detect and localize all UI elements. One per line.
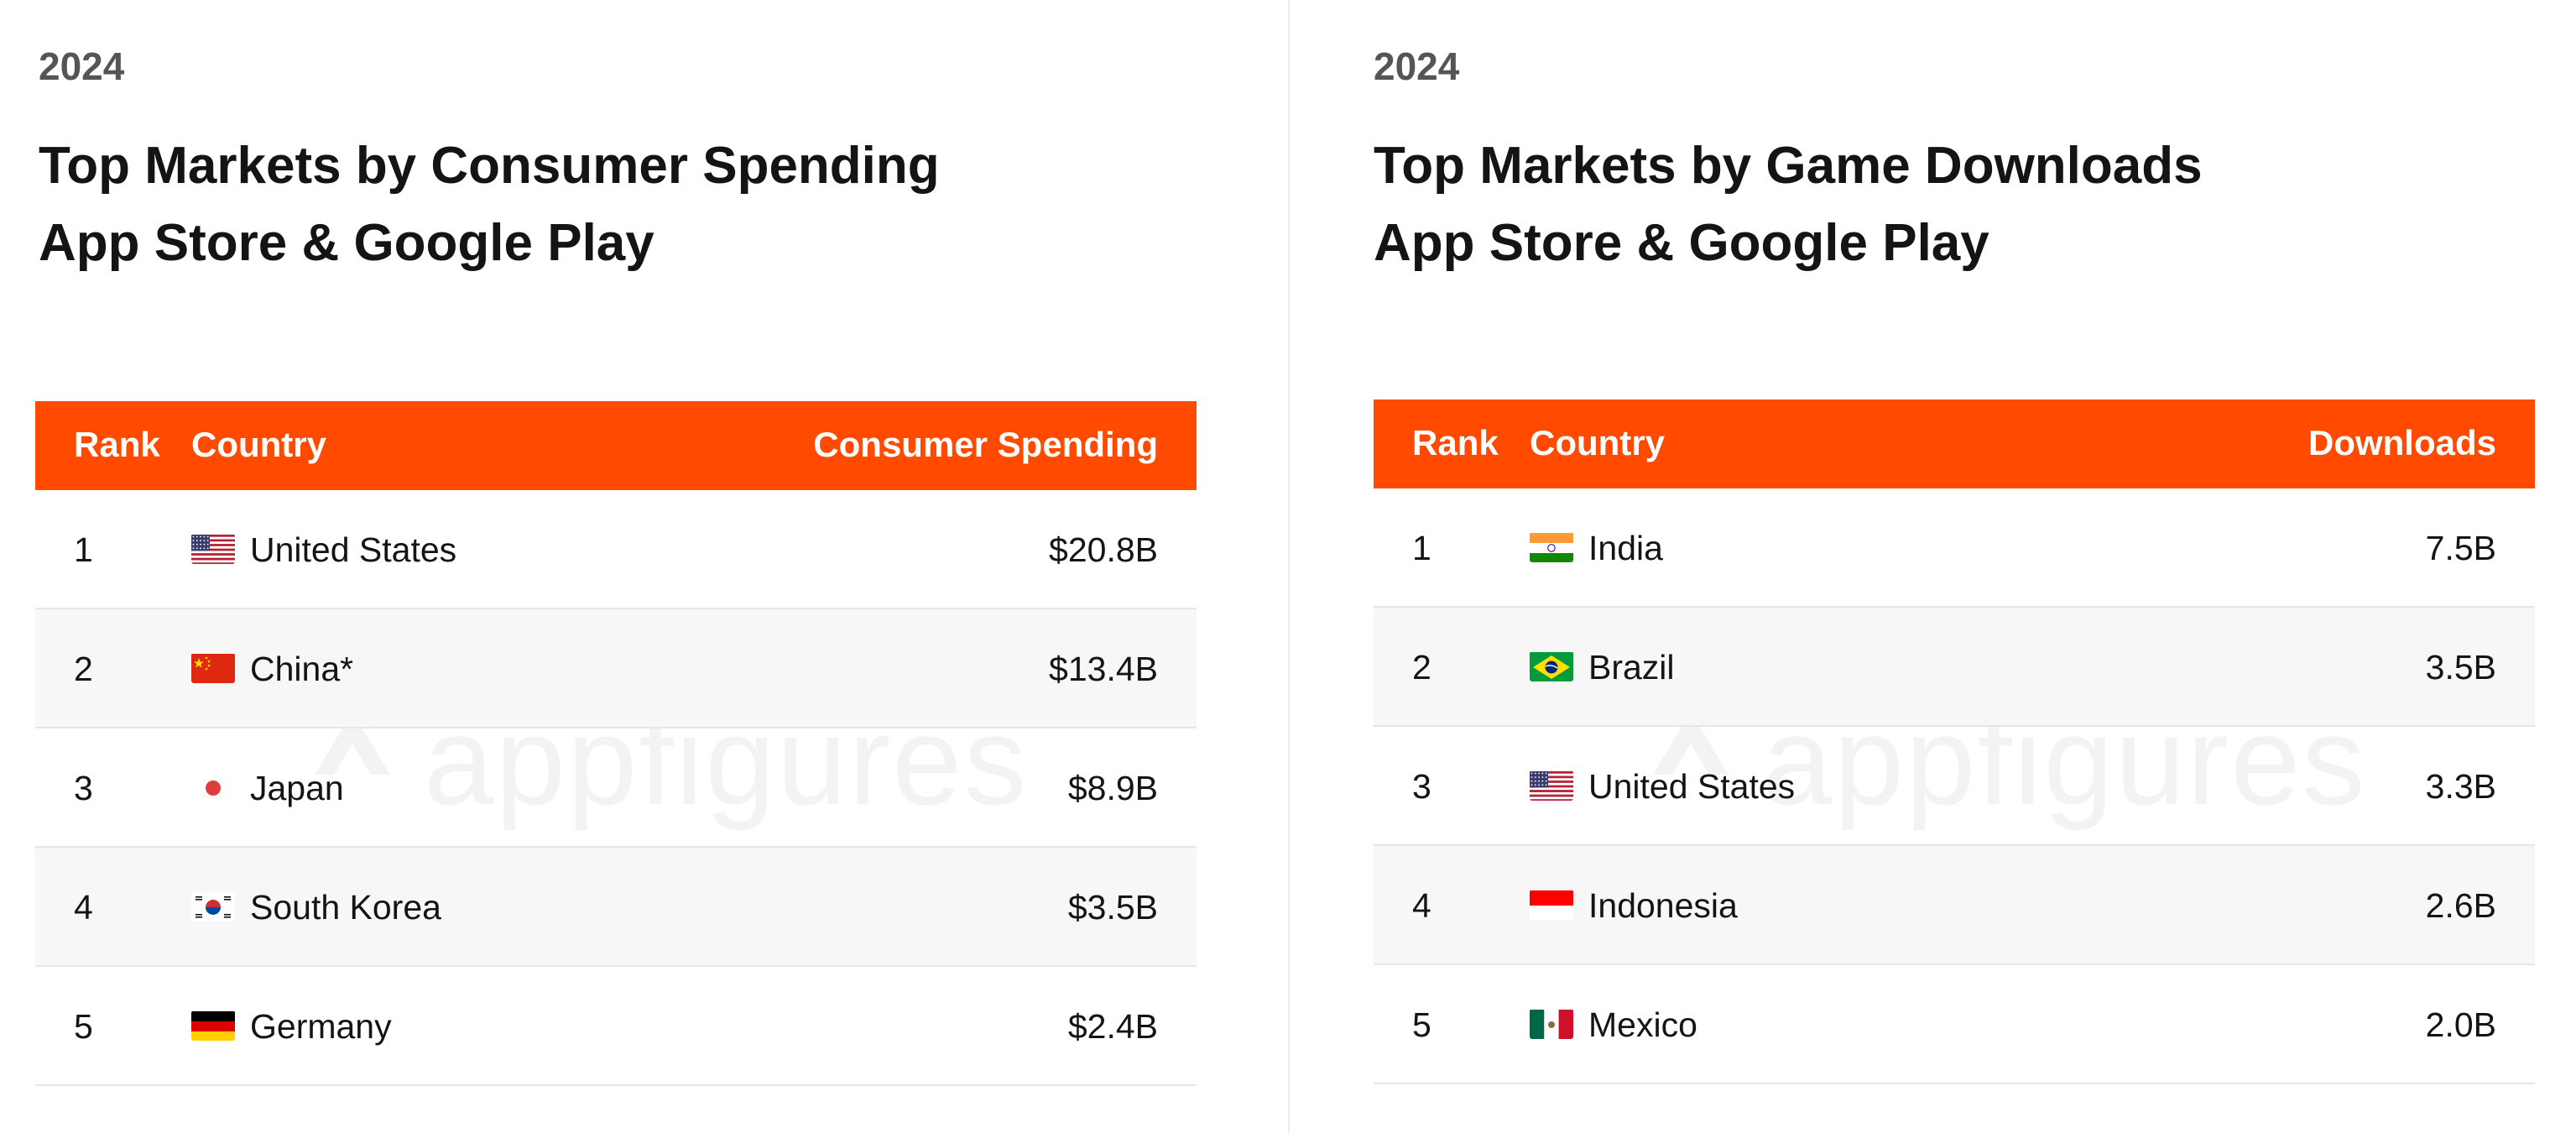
table-row: 5 Mexico 2.0B: [1374, 965, 2535, 1084]
downloads-table: Rank Country Downloads 1 India 7.5B 2 Brazil…: [1374, 399, 2535, 1084]
country-cell: United States: [250, 530, 457, 569]
header-country: Country: [1530, 423, 1665, 462]
flag-br-icon: [1530, 651, 1573, 681]
country-cell: South Korea: [250, 888, 441, 927]
downloads-value-cell: 3.5B: [2425, 648, 2496, 687]
table-header: Rank Country Downloads: [1374, 399, 2535, 488]
year-label: 2024: [39, 44, 125, 88]
flag-cn-icon: [191, 653, 235, 683]
country-cell: India: [1588, 529, 1663, 567]
flag-mx-icon: [1530, 1009, 1573, 1039]
rank-cell: 1: [1412, 529, 1431, 567]
table-row: 4 Indonesia 2.6B: [1374, 846, 2535, 965]
spending-value-cell: $3.5B: [1067, 888, 1158, 927]
header-consumer-spending: Consumer Spending: [813, 425, 1158, 464]
table-row: 2 Brazil 3.5B: [1374, 608, 2535, 727]
header-rank: Rank: [74, 425, 160, 464]
flag-in-icon: [1530, 532, 1573, 562]
table-header: Rank Country Consumer Spending: [35, 401, 1197, 490]
rank-cell: 4: [74, 888, 93, 927]
country-cell: China*: [250, 650, 354, 688]
downloads-value-cell: 2.0B: [2425, 1005, 2496, 1044]
country-cell: Indonesia: [1588, 886, 1738, 925]
downloads-value-cell: 3.3B: [2425, 767, 2496, 806]
spending-value-cell: $20.8B: [1049, 530, 1158, 569]
header-country: Country: [191, 425, 326, 464]
downloads-value-cell: 2.6B: [2425, 886, 2496, 925]
table-row: 4 South Korea $3.5B: [35, 848, 1197, 967]
title-line-1: Top Markets by Consumer Spending: [39, 137, 940, 195]
title-line-2: App Store & Google Play: [1374, 214, 1989, 272]
flag-id-icon: [1530, 890, 1573, 920]
table-row: 1 India 7.5B: [1374, 488, 2535, 608]
rank-cell: 1: [74, 530, 93, 569]
panel-divider: [1288, 0, 1290, 1133]
table-row: 1 United States $20.8B: [35, 490, 1197, 609]
appfigures-logo-watermark-icon: [315, 712, 390, 775]
year-label: 2024: [1374, 44, 1460, 88]
country-cell: Mexico: [1588, 1005, 1697, 1044]
table-row: 3 Japan $8.9B: [35, 728, 1197, 848]
country-cell: Japan: [250, 769, 344, 807]
downloads-value-cell: 7.5B: [2425, 529, 2496, 567]
country-cell: United States: [1588, 767, 1796, 806]
table-row: 3 United States 3.3B: [1374, 727, 2535, 846]
rank-cell: 3: [74, 769, 93, 807]
rank-cell: 2: [1412, 648, 1431, 687]
rank-cell: 5: [74, 1007, 93, 1046]
flag-kr-icon: [191, 891, 235, 922]
chart-title: Top Markets by Consumer Spending App Sto…: [39, 128, 940, 282]
table-row: 5 Germany $2.4B: [35, 967, 1197, 1086]
appfigures-logo-watermark-icon: [1653, 712, 1729, 775]
spending-value-cell: $8.9B: [1067, 769, 1158, 807]
table-body: 1 India 7.5B 2 Brazil 3.5B 3 United States 3.3B 4…: [1374, 488, 2535, 1084]
header-rank: Rank: [1412, 423, 1499, 462]
flag-de-icon: [191, 1010, 235, 1041]
country-cell: Germany: [250, 1007, 392, 1046]
flag-jp-icon: [191, 772, 235, 802]
rank-cell: 4: [1412, 886, 1431, 925]
country-cell: Brazil: [1588, 648, 1675, 687]
table-row: 2 China* $13.4B: [35, 609, 1197, 728]
header-downloads: Downloads: [2307, 423, 2496, 462]
chart-title: Top Markets by Game Downloads App Store …: [1374, 128, 2203, 282]
flag-us-icon: [191, 534, 235, 564]
spending-value-cell: $13.4B: [1049, 650, 1158, 688]
rank-cell: 2: [74, 650, 93, 688]
spending-value-cell: $2.4B: [1067, 1007, 1158, 1046]
title-line-1: Top Markets by Game Downloads: [1374, 137, 2203, 195]
consumer-spending-panel: 2024 Top Markets by Consumer Spending Ap…: [35, 44, 1197, 1086]
table-body: 1 United States $20.8B 2 China* $13.4B 3 Japan $…: [35, 490, 1197, 1086]
title-line-2: App Store & Google Play: [39, 214, 654, 272]
flag-us-icon: [1530, 770, 1573, 801]
spending-table: Rank Country Consumer Spending 1 United S…: [35, 401, 1197, 1086]
game-downloads-panel: 2024 Top Markets by Game Downloads App S…: [1288, 0, 2576, 1133]
rank-cell: 3: [1412, 767, 1431, 806]
rank-cell: 5: [1412, 1005, 1431, 1044]
